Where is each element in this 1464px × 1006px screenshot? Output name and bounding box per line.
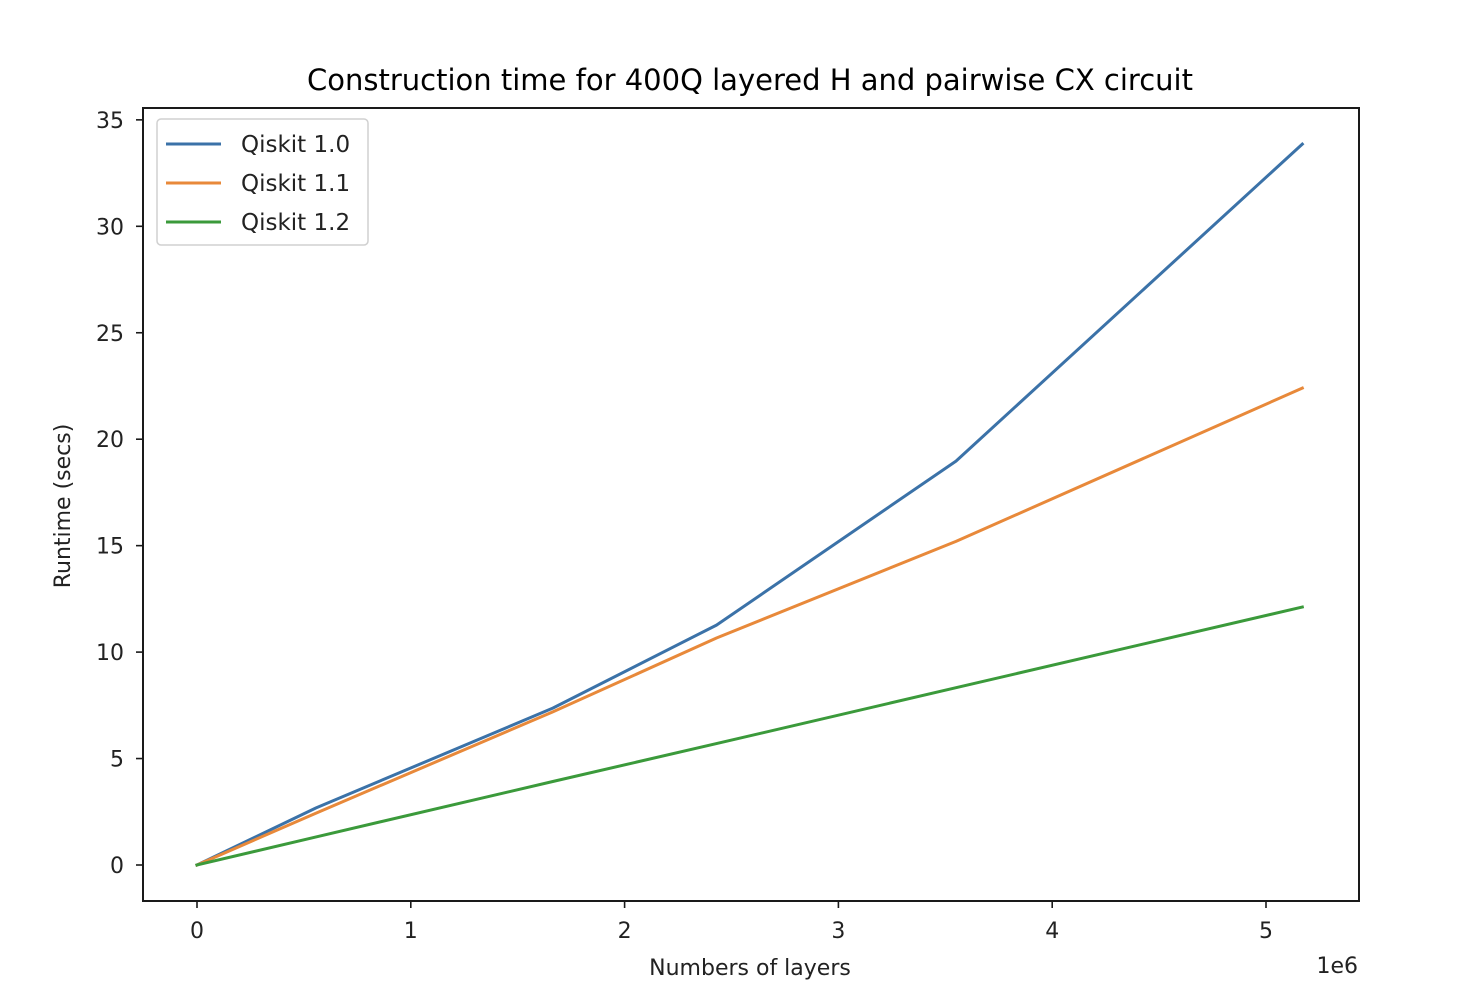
legend-box	[156, 118, 369, 246]
series-lines	[194, 141, 1305, 868]
x-axis-label: Numbers of layers	[649, 956, 851, 981]
y-tick-label: 5	[110, 748, 124, 773]
y-tick-label: 25	[96, 322, 124, 347]
y-tick-label: 10	[96, 641, 124, 666]
y-tick-label: 35	[96, 109, 124, 134]
y-tick-label: 20	[96, 428, 124, 453]
x-tick-label: 5	[1259, 919, 1273, 944]
series-line-qiskit-1-0	[194, 141, 1305, 868]
legend-label: Qiskit 1.0	[241, 132, 350, 158]
series-line-qiskit-1-1	[195, 386, 1305, 867]
x-tick-label: 0	[190, 919, 204, 944]
legend: Qiskit 1.0 Qiskit 1.1 Qiskit 1.2	[156, 118, 369, 246]
x-offset-label: 1e6	[1316, 954, 1358, 979]
legend-label: Qiskit 1.1	[241, 171, 350, 197]
series-line-qiskit-1-2	[195, 605, 1305, 867]
x-tick-label: 3	[831, 919, 845, 944]
x-tick-label: 2	[618, 919, 632, 944]
y-tick-label: 0	[110, 854, 124, 879]
chart-title: Construction time for 400Q layered H and…	[307, 63, 1193, 97]
x-axis: 0 1 2 3 4 5	[190, 901, 1273, 944]
y-axis-label: Runtime (secs)	[51, 424, 76, 589]
x-tick-label: 1	[404, 919, 418, 944]
y-axis: 0 5 10 15 20 25 30 35	[96, 109, 143, 879]
x-tick-label: 4	[1045, 919, 1059, 944]
legend-label: Qiskit 1.2	[241, 210, 350, 236]
y-tick-label: 15	[96, 535, 124, 560]
y-tick-label: 30	[96, 215, 124, 240]
